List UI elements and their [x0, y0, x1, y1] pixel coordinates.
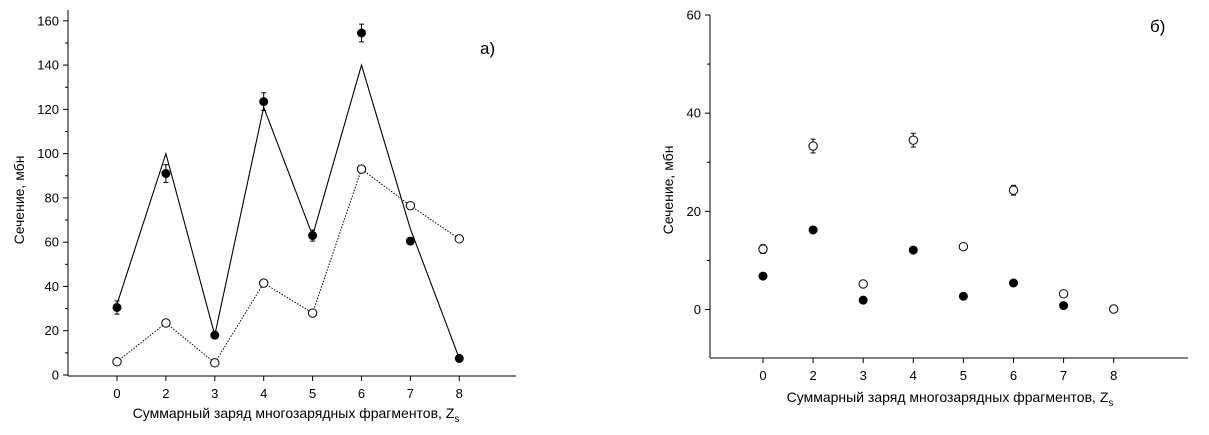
panel-b-open-point	[808, 141, 818, 151]
panel-a-x-tick-label: 8	[456, 386, 463, 401]
panel-b-filled-point	[908, 245, 918, 255]
panel-a-y-tick-label: 120	[37, 102, 59, 117]
panel-a-x-tick-label: 0	[113, 386, 120, 401]
panel-a-open-point	[356, 164, 367, 174]
panel-a-filled-point	[161, 169, 171, 179]
panel-b-x-tick-label: 7	[1060, 368, 1067, 383]
panel-b-y-tick-label: 40	[687, 106, 701, 121]
panel-b-filled-point	[1009, 278, 1018, 288]
panel-a-y-tick-label: 80	[45, 190, 59, 205]
panel-b-label: б)	[1150, 17, 1165, 36]
panel-b-filled-point	[958, 291, 968, 301]
panel-a-y-tick-label: 60	[45, 235, 59, 250]
panel-a-series-2-line	[116, 63, 460, 359]
panel-b: 0 20 40 60 0 2 3 4 5 6 7 8 б) Сечение, мбн Суммарны…	[660, 8, 1188, 409]
panel-b-filled-point	[858, 295, 868, 305]
panel-b-x-tick-label: 0	[759, 368, 766, 383]
panel-b-filled-point	[1059, 301, 1069, 311]
panel-a-y-tick-label: 100	[37, 146, 59, 161]
panel-b-x-tick-label: 8	[1110, 368, 1117, 383]
panel-a-filled-point	[357, 28, 366, 38]
panel-b-x-label: Суммарный заряд многозарядных фрагментов…	[787, 389, 1114, 409]
panel-b-filled-point	[808, 225, 818, 235]
panel-a-y-tick-label: 20	[45, 323, 59, 338]
panel-a-filled-point	[112, 302, 122, 312]
panel-a-x-tick-label: 7	[407, 386, 414, 401]
panel-a-open-point	[259, 278, 269, 288]
panel-b-open-point	[958, 241, 969, 252]
panel-b-x-tick-label: 3	[860, 368, 867, 383]
panel-b-y-tick-label: 20	[687, 204, 701, 219]
panel-a-label: a)	[480, 39, 495, 58]
panel-a-x-tick-label: 4	[260, 386, 267, 401]
panel-b-x-label-sub: s	[1108, 398, 1113, 409]
panel-b-open-point	[1109, 304, 1119, 314]
panel-a-open-point	[454, 234, 464, 244]
panel-a-open-point	[112, 357, 122, 367]
panel-a-open-point	[307, 308, 318, 318]
panel-b-y-label: Сечение, мбн	[660, 146, 676, 235]
panel-b-open-point	[858, 279, 868, 289]
panel-b-open-point	[1058, 289, 1069, 299]
panel-a-x-label: Суммарный заряд многозарядных фрагментов…	[133, 405, 460, 425]
panel-a-open-point	[210, 358, 220, 368]
panel-b-open-point	[1008, 185, 1019, 195]
panel-a-x-tick-label: 5	[309, 386, 316, 401]
panel-a-open-point	[405, 200, 416, 211]
panel-a-x-label-sub: s	[454, 414, 459, 425]
panel-b-x-tick-label: 2	[809, 368, 816, 383]
panel-b-filled-point	[758, 271, 768, 281]
panel-a-filled-point	[259, 97, 269, 107]
panel-a-filled-point	[405, 236, 415, 246]
panel-a-x-tick-label: 2	[162, 386, 169, 401]
panel-b-open-point	[758, 244, 768, 254]
panel-b-open-point	[908, 135, 918, 145]
panel-a-y-tick-label: 40	[45, 279, 59, 294]
panel-b-y-tick-label: 60	[687, 8, 701, 23]
panel-a-x-tick-label: 3	[211, 386, 218, 401]
panel-b-marks: 0 20 40 60 0 2 3 4 5 6 7 8	[687, 8, 1119, 383]
panel-b-x-label-main: Суммарный заряд многозарядных фрагментов…	[787, 389, 1109, 405]
panel-a-y-label: Сечение, мбн	[11, 156, 27, 245]
panel-b-x-tick-label: 6	[1010, 368, 1017, 383]
panel-a-y-tick-label: 140	[37, 58, 59, 73]
panel-b-x-tick-label: 5	[960, 368, 967, 383]
panel-a-x-label-main: Суммарный заряд многозарядных фрагментов…	[133, 405, 455, 421]
panel-a-x-tick-label: 6	[358, 386, 365, 401]
panel-a-marks: 0 20 40 60 80 100 120 140 160 0 2 3 4 5 6 7 8	[37, 13, 464, 401]
panel-a: 0 20 40 60 80 100 120 140 160 0 2 3 4 5 6 7 8 a) Сечение…	[11, 10, 516, 425]
panel-a-y-tick-label: 160	[37, 13, 59, 28]
panel-b-y-tick-label: 0	[694, 302, 701, 317]
panel-a-series-1-line	[116, 168, 460, 364]
panel-a-y-tick-label: 0	[52, 368, 59, 383]
panel-b-x-tick-label: 4	[910, 368, 917, 383]
panel-a-open-point	[161, 318, 171, 328]
